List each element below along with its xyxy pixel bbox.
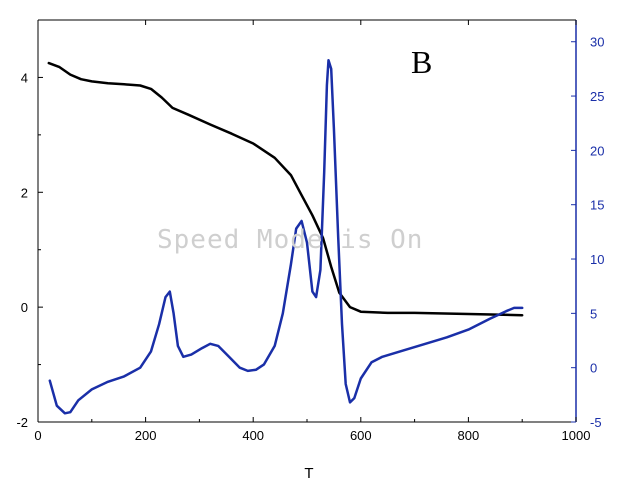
y-axis-left: -2 0 2 4 <box>16 70 43 430</box>
y-right-tick-label: 25 <box>590 89 604 104</box>
y-right-tick-label: 10 <box>590 252 604 267</box>
y-right-tick-label: 15 <box>590 198 604 213</box>
x-tick-label: 800 <box>458 428 480 443</box>
y-left-tick-label: 0 <box>21 300 28 315</box>
x-axis-title: T <box>304 465 313 482</box>
x-axis: 0 200 400 600 800 1000 <box>34 20 590 443</box>
plot-frame <box>37 19 577 423</box>
x-tick-label: 1000 <box>562 428 591 443</box>
series-layer <box>47 58 524 415</box>
y-right-tick-label: 30 <box>590 35 604 50</box>
y-left-tick-label: 4 <box>21 70 28 85</box>
y-right-tick-label: 20 <box>590 143 604 158</box>
y-left-tick-label: 2 <box>21 185 28 200</box>
watermark-text: Speed Mode is On <box>157 225 423 255</box>
series-line-right-axis <box>48 58 524 415</box>
y-right-tick-label: 0 <box>590 361 597 376</box>
x-tick-label: 400 <box>242 428 264 443</box>
x-tick-label: 0 <box>34 428 41 443</box>
series-line-left-axis <box>47 61 524 317</box>
y-right-tick-label: 5 <box>590 306 597 321</box>
x-tick-label: 200 <box>135 428 157 443</box>
y-right-tick-label: -5 <box>590 415 602 430</box>
panel-label: B <box>411 44 432 80</box>
y-axis-right: -5 0 5 10 15 20 25 30 <box>571 35 604 430</box>
x-tick-label: 600 <box>350 428 372 443</box>
y-left-tick-label: -2 <box>16 415 28 430</box>
